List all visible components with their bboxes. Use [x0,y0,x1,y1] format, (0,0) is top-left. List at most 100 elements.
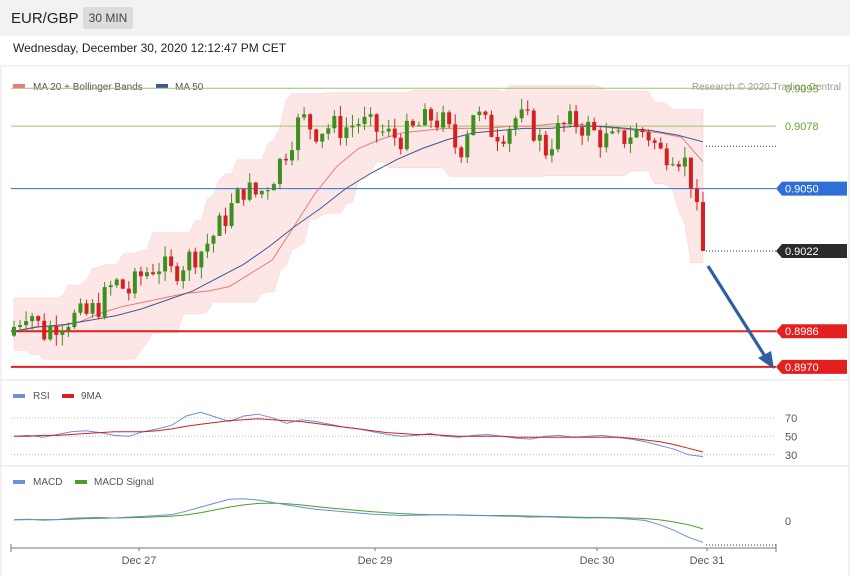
candle-body [84,303,89,314]
timeframe-button[interactable]: 30 MIN [83,7,133,29]
ma50-legend-swatch [156,84,168,88]
candle-body [199,251,204,268]
candle-body [658,142,663,149]
candle-body [332,116,337,129]
candle-body [404,120,409,150]
macd-line [13,498,704,543]
x-axis-labels: Dec 27 Dec 29 Dec 30 Dec 31 [122,548,725,567]
candle-body [459,147,464,158]
candle-body [543,134,548,156]
candle-body [477,111,482,116]
candle-body [610,131,615,134]
candle-body [229,203,234,226]
candle-body [676,164,681,167]
level-label-0.9095: 0.9095 [785,83,819,95]
candle-body [682,157,687,167]
rsi-legend-swatch [13,394,25,398]
candle-body [151,272,156,275]
candle-body [223,215,228,226]
candle-body [78,303,83,313]
macd-legend-label: MACD [33,477,62,488]
candle-body [181,270,186,282]
candle-body [66,327,71,331]
last-price-tag [776,243,847,258]
bollinger-band-area [13,85,704,360]
rsi-tick-label: 30 [785,450,797,462]
candle-body [205,243,210,252]
candle-body [374,114,379,132]
candle-body [296,117,301,151]
candle-body [525,109,530,111]
rsi-legend-label: RSI [33,391,50,402]
candle-body [441,112,446,128]
candle-body [453,124,458,148]
candle-body [574,111,579,128]
candle-body [241,189,246,200]
candle-body [694,188,699,203]
x-axis-label: Dec 30 [580,555,615,567]
candle-body [483,111,488,115]
level-tag-0.9050 [776,181,847,196]
x-axis-label: Dec 31 [690,555,725,567]
candle-body [386,128,391,132]
rsi-panel: 70 50 30 [11,411,797,462]
candle-body [356,123,361,126]
candle-body [108,285,113,288]
level-tag-0.8986 [776,324,847,339]
candle-body [96,303,101,317]
candle-body [701,202,705,251]
candle-body [422,109,427,126]
candle-body [24,321,29,326]
candle-body [175,266,180,282]
header-bar: EUR/GBP 30 MIN [0,0,850,36]
candle-body [42,320,47,340]
macd-signal-line [13,502,704,530]
candle-body [568,111,573,125]
candle-body [36,316,41,321]
candle-body [132,271,137,294]
candle-body [259,190,264,195]
macd-signal-legend-label: MACD Signal [94,477,154,488]
candle-body [350,125,355,128]
candle-body [465,135,470,158]
candle-body [314,129,319,142]
candle-body [138,271,143,277]
candle-body [634,128,639,138]
candle-body [72,312,77,328]
candle-body [435,120,440,128]
rsi-ma-legend-swatch [62,394,74,398]
candle-body [495,136,500,142]
credit-label: Research © 2020 Trading Central [692,82,841,93]
candle-body [471,115,476,136]
forecast-arrow [706,265,770,362]
candle-body [277,158,282,185]
macd-signal-legend-swatch [75,480,87,484]
candle-body [253,182,258,195]
candle-body [549,149,554,156]
candle-body [429,109,434,121]
ma20-legend-swatch [13,84,25,88]
candle-body [102,287,107,317]
ma20-legend-label: MA 20 + Bollinger Bands [33,82,143,93]
candle-body [157,271,162,275]
macd-panel: 0 [13,498,791,546]
candle-body [622,130,627,144]
candle-body [628,137,633,144]
candle-body [604,133,609,148]
candle-body [561,122,566,125]
candle-body [114,279,119,286]
candle-body [416,125,421,127]
candle-body [507,128,512,144]
candle-body [187,251,192,271]
macd-tick-label: 0 [785,516,791,528]
price-levels [11,87,776,368]
candle-body [235,189,240,204]
candle-body [447,112,452,125]
candle-body [489,114,494,137]
x-axis-label: Dec 29 [358,555,393,567]
candle-body [271,184,276,191]
x-axis-label: Dec 27 [122,555,157,567]
candle-body [90,303,95,314]
candle-body [193,251,198,268]
